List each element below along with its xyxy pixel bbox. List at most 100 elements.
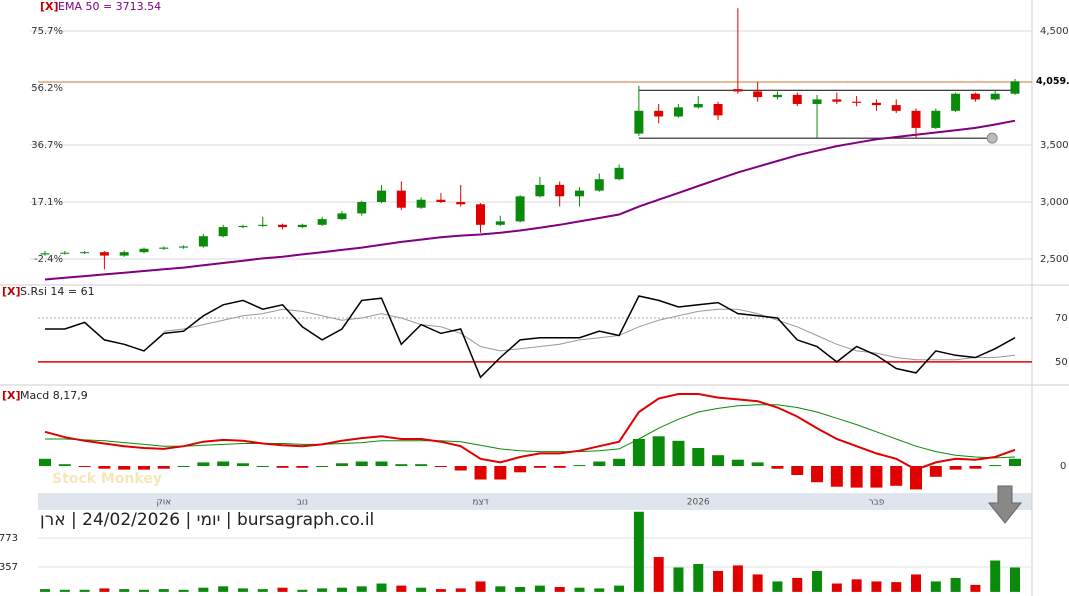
volume-bar	[79, 589, 90, 592]
y-tick-label: 4,500	[1040, 26, 1069, 37]
candle-body	[555, 184, 565, 197]
candle-body	[614, 167, 624, 180]
volume-bar	[515, 587, 526, 592]
candle-body	[772, 94, 782, 98]
candle-body	[119, 252, 129, 256]
volume-bar	[772, 581, 783, 592]
date-strip	[38, 493, 1032, 510]
histogram-bar	[949, 466, 962, 470]
y-tick-label: 70	[1055, 313, 1068, 324]
candle-body	[733, 89, 743, 92]
volume-bar	[930, 581, 941, 592]
indicator-line	[163, 308, 1016, 361]
volume-bar	[218, 586, 229, 592]
candle-body	[456, 202, 466, 205]
histogram-bar	[415, 464, 428, 466]
legend: S.Rsi 14 = 61	[20, 285, 95, 298]
volume-bar	[158, 589, 169, 592]
candle-body	[159, 247, 169, 249]
histogram-bar	[454, 466, 467, 471]
annotation: יומי | 24/02/2026 | ארן | bursagraph.co.…	[40, 510, 374, 530]
volume-bar	[416, 587, 427, 592]
candle-body	[179, 246, 189, 248]
histogram-bar	[137, 466, 150, 470]
volume-bar	[99, 588, 110, 592]
arrow-icon	[987, 485, 1023, 524]
histogram-bar	[355, 461, 368, 466]
candle-body	[812, 99, 822, 104]
y2-tick-label: 75.7%	[31, 26, 63, 37]
y2-tick-label: 17.1%	[31, 197, 63, 208]
candle-body	[416, 199, 426, 208]
histogram-bar	[375, 461, 388, 466]
volume-bar	[495, 586, 506, 592]
indicator-line	[45, 295, 1016, 379]
candle-body	[60, 252, 70, 254]
volume-bar	[297, 589, 308, 592]
volume-bar	[138, 589, 149, 592]
histogram-bar	[771, 466, 784, 469]
candle-body	[436, 199, 446, 203]
histogram-bar	[177, 466, 190, 467]
price-tag-label: 4,059.00	[1036, 76, 1069, 87]
y-tick-label: 3,500	[1040, 140, 1069, 151]
volume-bar	[673, 567, 684, 592]
volume-bar	[950, 577, 961, 592]
candle-body	[337, 213, 347, 220]
histogram-bar	[533, 466, 546, 468]
volume-bar	[554, 587, 565, 592]
histogram-bar	[791, 466, 804, 475]
candle-body	[693, 103, 703, 108]
volume-bar	[732, 565, 743, 592]
legend-tag: [X]	[2, 389, 21, 402]
candle-body	[99, 252, 109, 256]
candle-body	[753, 91, 763, 98]
legend: Macd 8,17,9	[20, 389, 88, 402]
candle-body	[278, 224, 288, 228]
y2-tick-label: 36.7%	[31, 140, 63, 151]
volume-bar	[396, 585, 407, 592]
candle-body	[198, 236, 208, 247]
histogram-bar	[811, 466, 824, 483]
volume-bar	[178, 589, 189, 592]
volume-bar	[257, 589, 268, 592]
histogram-bar	[514, 466, 527, 473]
histogram-bar	[731, 459, 744, 466]
y-tick-label: 2,500	[1040, 254, 1069, 265]
histogram-bar	[632, 439, 645, 466]
legend-tag: [X]	[40, 0, 59, 13]
volume-bar	[1010, 567, 1020, 592]
volume-bar	[594, 588, 605, 592]
histogram-bar	[1009, 458, 1021, 466]
volume-bar	[376, 583, 387, 592]
volume-bar	[851, 579, 862, 592]
candle-body	[476, 204, 486, 225]
candle-body	[852, 101, 862, 103]
x-tick-label: דצמ	[472, 498, 488, 508]
volume-bar	[614, 585, 625, 592]
y2-tick-label: 56.2%	[31, 83, 63, 94]
histogram-bar	[157, 466, 170, 469]
histogram-bar	[197, 462, 210, 466]
candle-body	[990, 93, 1000, 100]
volume-bar	[198, 587, 209, 592]
histogram-bar	[672, 440, 685, 466]
volume-bar	[317, 588, 328, 592]
histogram-bar	[58, 464, 71, 466]
candle-body	[396, 190, 406, 208]
histogram-bar	[256, 466, 269, 467]
candle-body	[80, 252, 90, 254]
volume-bar	[831, 583, 842, 592]
volume-bar	[475, 581, 486, 592]
macd-line	[44, 393, 1016, 471]
ema-line	[44, 119, 1016, 281]
volume-bar	[752, 574, 763, 592]
candle-body	[377, 190, 387, 203]
y2-tick-label: -2.4%	[34, 254, 63, 265]
candle-body	[673, 107, 683, 117]
volume-bar	[119, 589, 130, 592]
candle-body	[911, 110, 921, 128]
y-tick-label: 773	[0, 533, 18, 544]
histogram-bar	[751, 462, 764, 466]
